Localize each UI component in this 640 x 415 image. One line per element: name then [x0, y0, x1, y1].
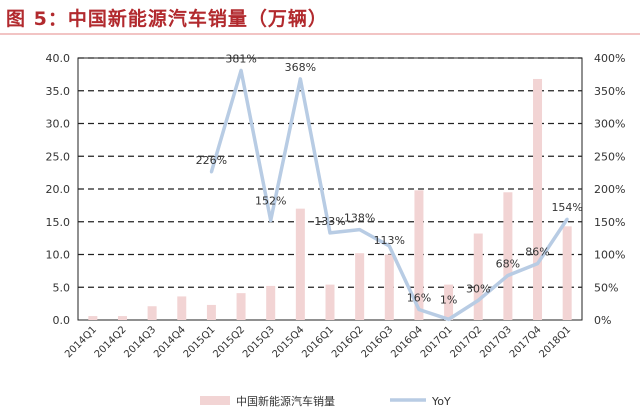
yoy-data-label: 113%	[374, 234, 405, 247]
bar	[147, 306, 157, 320]
left-tick-label: 5.0	[53, 281, 71, 294]
x-tick-label: 2014Q3	[122, 324, 158, 360]
yoy-point	[506, 273, 510, 277]
yoy-point	[387, 244, 391, 248]
chart-title: 图 5：中国新能源汽车销量（万辆）	[6, 8, 328, 30]
right-tick-label: 300%	[594, 118, 625, 131]
bar	[325, 284, 335, 320]
right-tick-label: 150%	[594, 216, 625, 229]
left-tick-label: 0.0	[53, 314, 71, 327]
yoy-data-label: 368%	[285, 61, 316, 74]
yoy-point	[269, 218, 273, 222]
legend-swatch-bar	[200, 396, 230, 405]
yoy-data-label: 138%	[344, 212, 375, 225]
bar	[88, 316, 98, 320]
yoy-data-label: 86%	[525, 246, 549, 259]
bar	[473, 233, 483, 320]
yoy-point	[447, 317, 451, 321]
left-tick-label: 15.0	[46, 216, 71, 229]
yoy-data-label: 1%	[440, 293, 457, 306]
yoy-point	[298, 77, 302, 81]
right-tick-label: 200%	[594, 183, 625, 196]
bar	[414, 190, 424, 320]
right-tick-label: 0%	[594, 314, 611, 327]
x-tick-label: 2016Q3	[360, 324, 396, 360]
bar	[562, 226, 572, 320]
yoy-data-label: 16%	[407, 292, 431, 305]
x-tick-label: 2017Q4	[508, 324, 544, 360]
yoy-data-label: 133%	[314, 215, 345, 228]
legend-label-yoy: YoY	[431, 395, 451, 408]
x-tick-label: 2016Q2	[330, 324, 366, 360]
yoy-data-label: 154%	[551, 201, 582, 214]
yoy-point	[476, 298, 480, 302]
bar	[117, 316, 127, 320]
yoy-point	[328, 231, 332, 235]
bar	[355, 253, 365, 320]
yoy-data-label: 226%	[196, 154, 227, 167]
title-underline	[0, 33, 640, 35]
legend-label-sales: 中国新能源汽车销量	[236, 394, 335, 408]
yoy-data-label: 381%	[225, 52, 256, 65]
left-tick-label: 40.0	[46, 52, 71, 65]
right-tick-label: 350%	[594, 85, 625, 98]
yoy-point	[209, 170, 213, 174]
x-tick-label: 2018Q1	[537, 324, 573, 360]
right-tick-label: 250%	[594, 150, 625, 163]
bar	[533, 78, 543, 321]
yoy-point	[565, 217, 569, 221]
x-tick-label: 2014Q4	[152, 324, 188, 360]
bar	[384, 254, 394, 320]
bar	[295, 208, 305, 320]
right-tick-label: 100%	[594, 249, 625, 262]
x-tick-label: 2017Q2	[449, 324, 485, 360]
yoy-data-label: 30%	[466, 282, 490, 295]
right-tick-label: 400%	[594, 52, 625, 65]
right-tick-label: 50%	[594, 281, 618, 294]
x-tick-label: 2017Q1	[419, 324, 455, 360]
bar	[236, 293, 246, 320]
bar	[177, 296, 187, 320]
x-tick-label: 2015Q3	[241, 324, 277, 360]
left-tick-label: 25.0	[46, 150, 71, 163]
left-tick-label: 10.0	[46, 249, 71, 262]
bar	[266, 285, 276, 320]
x-tick-label: 2014Q1	[63, 324, 99, 360]
x-tick-label: 2017Q3	[478, 324, 514, 360]
yoy-data-label: 152%	[255, 194, 286, 207]
yoy-point	[358, 228, 362, 232]
left-tick-label: 35.0	[46, 85, 71, 98]
bar	[444, 284, 454, 320]
left-tick-label: 20.0	[46, 183, 71, 196]
left-tick-label: 30.0	[46, 118, 71, 131]
yoy-point	[239, 68, 243, 72]
x-tick-label: 2016Q1	[300, 324, 336, 360]
x-tick-label: 2014Q2	[93, 324, 129, 360]
bar	[206, 304, 216, 320]
x-tick-label: 2016Q4	[389, 324, 425, 360]
bar	[503, 192, 513, 320]
x-tick-label: 2015Q1	[182, 324, 218, 360]
yoy-point	[417, 308, 421, 312]
x-tick-label: 2015Q2	[211, 324, 247, 360]
yoy-point	[536, 262, 540, 266]
x-tick-label: 2015Q4	[271, 324, 307, 360]
yoy-data-label: 68%	[496, 257, 520, 270]
